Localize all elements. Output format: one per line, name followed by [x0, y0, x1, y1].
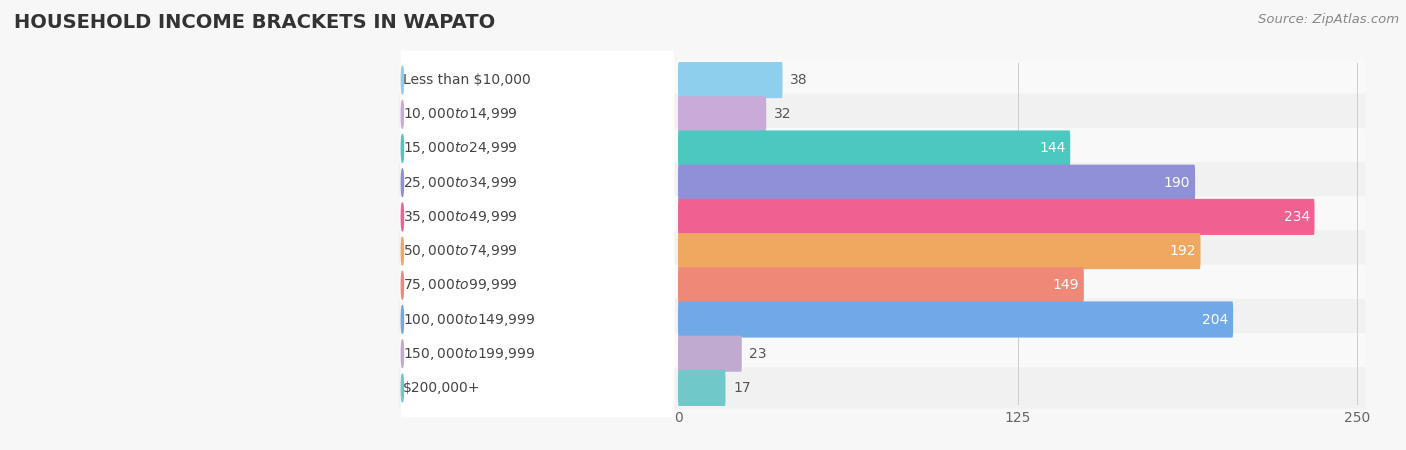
FancyBboxPatch shape: [678, 370, 725, 406]
Circle shape: [401, 66, 404, 94]
Text: Less than $10,000: Less than $10,000: [404, 73, 531, 87]
Text: 23: 23: [749, 346, 766, 361]
Circle shape: [401, 374, 404, 402]
FancyBboxPatch shape: [399, 128, 1365, 169]
Text: HOUSEHOLD INCOME BRACKETS IN WAPATO: HOUSEHOLD INCOME BRACKETS IN WAPATO: [14, 14, 495, 32]
Circle shape: [401, 306, 404, 333]
FancyBboxPatch shape: [678, 199, 1315, 235]
FancyBboxPatch shape: [678, 165, 1195, 201]
FancyBboxPatch shape: [401, 358, 675, 418]
Text: 204: 204: [1202, 312, 1229, 327]
Text: $100,000 to $149,999: $100,000 to $149,999: [404, 311, 536, 328]
FancyBboxPatch shape: [401, 256, 675, 315]
Text: 17: 17: [733, 381, 751, 395]
Circle shape: [401, 203, 404, 231]
FancyBboxPatch shape: [399, 299, 1365, 340]
Circle shape: [401, 271, 404, 299]
FancyBboxPatch shape: [399, 196, 1365, 238]
Circle shape: [401, 340, 404, 368]
Text: 38: 38: [790, 73, 807, 87]
Text: $15,000 to $24,999: $15,000 to $24,999: [404, 140, 517, 157]
FancyBboxPatch shape: [401, 85, 675, 144]
Text: $10,000 to $14,999: $10,000 to $14,999: [404, 106, 517, 122]
Text: Source: ZipAtlas.com: Source: ZipAtlas.com: [1258, 14, 1399, 27]
FancyBboxPatch shape: [401, 290, 675, 349]
Circle shape: [401, 237, 404, 265]
FancyBboxPatch shape: [678, 233, 1201, 269]
Text: $75,000 to $99,999: $75,000 to $99,999: [404, 277, 517, 293]
Text: 32: 32: [773, 107, 792, 122]
Circle shape: [401, 169, 404, 197]
FancyBboxPatch shape: [678, 96, 766, 132]
Text: $25,000 to $34,999: $25,000 to $34,999: [404, 175, 517, 191]
Circle shape: [401, 135, 404, 162]
FancyBboxPatch shape: [399, 230, 1365, 272]
FancyBboxPatch shape: [401, 221, 675, 281]
Text: $35,000 to $49,999: $35,000 to $49,999: [404, 209, 517, 225]
FancyBboxPatch shape: [399, 265, 1365, 306]
FancyBboxPatch shape: [401, 187, 675, 247]
Circle shape: [401, 100, 404, 128]
FancyBboxPatch shape: [399, 333, 1365, 374]
FancyBboxPatch shape: [399, 162, 1365, 203]
FancyBboxPatch shape: [399, 59, 1365, 101]
Text: $150,000 to $199,999: $150,000 to $199,999: [404, 346, 536, 362]
FancyBboxPatch shape: [401, 153, 675, 212]
FancyBboxPatch shape: [678, 336, 742, 372]
Text: 190: 190: [1164, 176, 1191, 190]
FancyBboxPatch shape: [678, 302, 1233, 338]
Text: $200,000+: $200,000+: [404, 381, 481, 395]
FancyBboxPatch shape: [678, 130, 1070, 166]
Text: 234: 234: [1284, 210, 1310, 224]
FancyBboxPatch shape: [399, 367, 1365, 409]
Text: 192: 192: [1170, 244, 1195, 258]
FancyBboxPatch shape: [678, 62, 783, 98]
FancyBboxPatch shape: [399, 94, 1365, 135]
FancyBboxPatch shape: [401, 50, 675, 110]
FancyBboxPatch shape: [678, 267, 1084, 303]
Text: 149: 149: [1053, 278, 1078, 293]
Text: $50,000 to $74,999: $50,000 to $74,999: [404, 243, 517, 259]
FancyBboxPatch shape: [401, 119, 675, 178]
FancyBboxPatch shape: [401, 324, 675, 383]
Text: 144: 144: [1039, 141, 1066, 156]
